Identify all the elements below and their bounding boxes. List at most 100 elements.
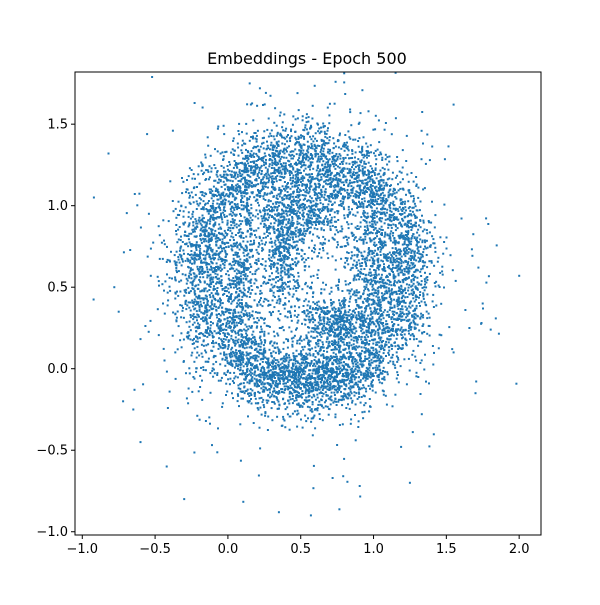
scatter-point: [182, 306, 184, 309]
scatter-point: [272, 330, 275, 333]
scatter-point: [230, 293, 233, 295]
scatter-point: [378, 218, 381, 220]
scatter-point: [412, 321, 415, 324]
scatter-point: [243, 168, 246, 171]
scatter-point: [332, 185, 335, 188]
scatter-point: [190, 243, 193, 246]
scatter-point: [411, 304, 414, 307]
scatter-point: [400, 232, 403, 235]
scatter-point: [232, 277, 235, 279]
scatter-point: [283, 360, 286, 363]
scatter-point: [389, 261, 392, 264]
scatter-point: [384, 218, 387, 221]
scatter-point: [335, 400, 338, 403]
scatter-point: [238, 171, 241, 173]
scatter-point: [318, 183, 321, 186]
scatter-point: [425, 239, 428, 242]
scatter-point: [209, 286, 212, 288]
scatter-point: [214, 167, 217, 170]
scatter-point: [391, 178, 394, 181]
scatter-point: [230, 337, 233, 340]
scatter-point: [253, 395, 256, 397]
scatter-point: [363, 191, 366, 193]
scatter-point: [333, 175, 336, 178]
scatter-point: [244, 372, 247, 375]
scatter-point: [407, 310, 410, 313]
scatter-point: [403, 253, 406, 256]
scatter-point: [201, 398, 204, 401]
scatter-point: [245, 221, 248, 224]
scatter-point: [392, 271, 394, 273]
scatter-point: [211, 278, 214, 281]
scatter-point: [382, 352, 385, 355]
scatter-point: [423, 228, 426, 231]
scatter-point: [299, 160, 302, 163]
scatter-point: [351, 157, 354, 159]
scatter-point: [255, 326, 258, 329]
scatter-point: [244, 342, 247, 345]
scatter-point: [226, 371, 229, 374]
scatter-point: [401, 269, 404, 272]
scatter-point: [398, 313, 401, 316]
scatter-point: [327, 127, 329, 130]
scatter-point: [304, 360, 307, 363]
scatter-point: [218, 252, 221, 255]
scatter-point: [201, 267, 204, 270]
scatter-point: [197, 283, 200, 286]
scatter-point: [260, 164, 263, 167]
scatter-point: [413, 326, 416, 329]
scatter-point: [220, 165, 223, 167]
scatter-point: [327, 161, 330, 163]
scatter-point: [407, 214, 409, 217]
scatter-point: [392, 324, 395, 327]
scatter-point: [373, 360, 376, 363]
scatter-point: [281, 185, 284, 188]
scatter-point: [349, 171, 352, 174]
scatter-point: [189, 329, 192, 332]
scatter-point: [231, 346, 234, 349]
scatter-point: [192, 318, 195, 321]
scatter-point: [301, 135, 304, 138]
scatter-point: [362, 156, 365, 159]
scatter-point: [211, 205, 214, 207]
scatter-point: [292, 167, 295, 170]
scatter-point: [327, 376, 330, 379]
scatter-point: [278, 364, 280, 367]
scatter-point: [217, 206, 220, 209]
scatter-point: [283, 167, 286, 170]
scatter-point: [356, 291, 359, 294]
scatter-point: [204, 203, 206, 206]
scatter-point: [284, 426, 287, 429]
scatter-point: [241, 169, 243, 172]
scatter-point: [226, 165, 229, 167]
scatter-point: [210, 268, 213, 271]
scatter-point: [357, 391, 360, 394]
scatter-point: [252, 422, 255, 424]
scatter-point: [178, 253, 181, 256]
scatter-point: [305, 376, 308, 379]
scatter-point: [175, 319, 178, 322]
scatter-point: [295, 394, 298, 397]
scatter-point: [377, 183, 380, 186]
scatter-point: [185, 235, 188, 237]
scatter-point: [382, 317, 385, 320]
scatter-point: [412, 310, 415, 312]
scatter-point: [380, 259, 383, 262]
scatter-point: [364, 215, 367, 218]
scatter-point: [202, 340, 205, 343]
scatter-point: [181, 273, 184, 276]
scatter-point: [201, 194, 204, 197]
scatter-point: [345, 146, 348, 149]
scatter-point: [203, 171, 206, 174]
scatter-point: [390, 288, 393, 291]
scatter-point: [179, 247, 182, 250]
scatter-point: [229, 325, 232, 328]
scatter-point: [414, 275, 417, 278]
scatter-point: [209, 296, 212, 299]
scatter-point: [198, 295, 201, 297]
scatter-point: [235, 353, 238, 356]
scatter-point: [267, 332, 270, 335]
scatter-point: [367, 200, 370, 203]
scatter-point: [239, 360, 242, 363]
scatter-point: [207, 274, 210, 277]
